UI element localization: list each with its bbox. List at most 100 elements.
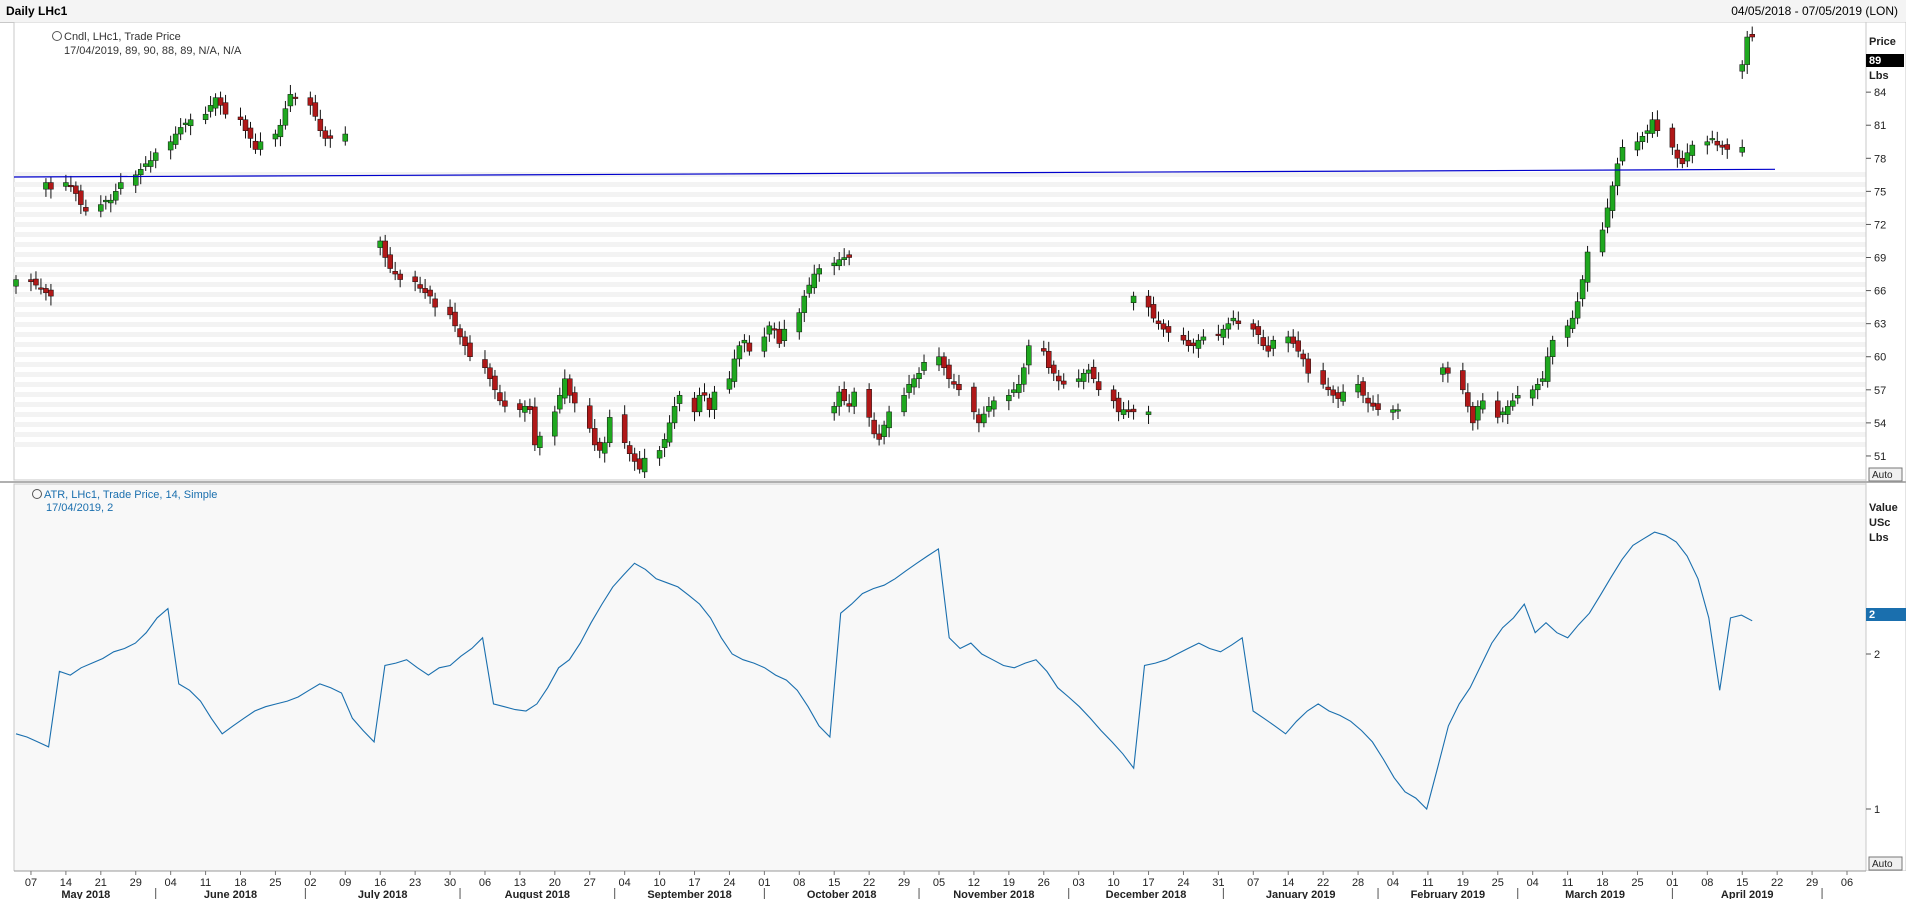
shade-band (14, 322, 1866, 327)
price-unit-label: Lbs (1869, 70, 1889, 82)
x-month-label: September 2018 (647, 889, 731, 899)
atr-legend-values: 17/04/2019, 2 (46, 502, 113, 514)
candle-body (691, 397, 698, 413)
candle-body (327, 135, 334, 139)
candle-body (68, 185, 74, 188)
x-day-label: 02 (304, 877, 316, 889)
candle-body (1739, 64, 1745, 72)
atr-auto-button[interactable] (1868, 856, 1903, 871)
candle-body (1375, 403, 1381, 410)
candle-body (1125, 409, 1132, 413)
candle-body (701, 392, 708, 396)
x-month-label: January 2019 (1266, 889, 1336, 899)
x-day-label: 28 (1352, 877, 1364, 889)
candle-body (976, 414, 982, 424)
x-day-label: 16 (374, 877, 386, 889)
shade-band (14, 222, 1866, 227)
candle-body (661, 439, 668, 448)
candle-body (956, 384, 962, 391)
candle-body (1649, 119, 1656, 134)
candle-body (881, 424, 887, 437)
candle-body (1544, 356, 1551, 382)
candle-body (731, 358, 738, 382)
shade-band (14, 392, 1866, 397)
candle-body (636, 458, 643, 470)
candle-body (1470, 406, 1476, 424)
candle-body (831, 406, 837, 414)
candle-body (736, 345, 743, 360)
candle-body (866, 389, 872, 418)
candle-body (1549, 339, 1556, 357)
price-tick-label: 51 (1874, 451, 1886, 463)
candle-body (172, 133, 179, 145)
x-day-label: 10 (1107, 877, 1119, 889)
candle-body (1195, 339, 1202, 349)
price-panel[interactable] (13, 22, 1867, 481)
candle-body (417, 284, 423, 289)
x-day-label: 24 (723, 877, 735, 889)
atr-legend: ATR, LHc1, Trade Price, 14, Simple 17/04… (32, 489, 217, 514)
candle-body (781, 328, 788, 341)
candle-body (1046, 350, 1052, 369)
candle-body (1704, 141, 1711, 146)
shade-band (14, 432, 1866, 437)
candle-body (1669, 127, 1676, 148)
candle-body (831, 262, 837, 267)
candle-body (1679, 158, 1686, 165)
candle-body (1085, 369, 1092, 374)
chart-header: Daily LHc1 04/05/2018 - 07/05/2019 (LON) (0, 0, 1906, 23)
legend-clock-icon (52, 31, 62, 41)
candle-body (1569, 317, 1576, 329)
candle-body (1325, 386, 1331, 391)
candle-body (1055, 375, 1062, 382)
x-day-label: 14 (60, 877, 72, 889)
candle-body (806, 284, 813, 294)
candle-body (537, 435, 543, 448)
candle-body (836, 259, 842, 267)
x-axis-area (0, 871, 1906, 899)
candle-body (1130, 408, 1137, 413)
price-tick-label: 84 (1874, 87, 1886, 99)
price-axis-label: Price (1869, 36, 1896, 48)
candle-body (801, 295, 808, 313)
candle-body (1330, 389, 1336, 396)
candle-body (1654, 119, 1661, 131)
price-legend-values: 17/04/2019, 89, 90, 88, 89, N/A, N/A (64, 45, 242, 57)
candle-body (1534, 384, 1541, 391)
price-auto-label: Auto (1872, 470, 1893, 481)
price-auto-button[interactable] (1868, 467, 1903, 482)
candle-body (1604, 207, 1611, 228)
candle-body (322, 130, 329, 139)
candle-body (841, 257, 847, 260)
candle-body (492, 375, 498, 391)
candle-body (811, 273, 818, 289)
candle-body (342, 133, 349, 142)
candle-body (836, 391, 842, 407)
x-day-label: 27 (584, 877, 596, 889)
atr-tick-2: 2 (1874, 649, 1880, 661)
candle-body (906, 384, 912, 393)
candle-body (696, 395, 703, 413)
candle-body (626, 445, 633, 454)
candle-body (601, 442, 608, 454)
x-day-label: 07 (25, 877, 37, 889)
atr-panel[interactable] (13, 483, 1867, 872)
chart-canvas[interactable]: 51 54 57 60 63 66 69 72 75 78 81 84 Cndl, LHc1, Tra… (0, 22, 1906, 899)
candle-body (397, 273, 403, 280)
candle-body (971, 386, 977, 413)
candle-body (1475, 406, 1481, 421)
candle-body (901, 395, 907, 413)
candle-body (951, 381, 957, 385)
candle-body (1495, 400, 1501, 418)
candle-body (432, 298, 438, 308)
candle-body (1639, 135, 1646, 143)
candle-body (457, 328, 463, 338)
candle-body (1185, 339, 1192, 346)
candle-body (726, 378, 733, 390)
candle-body (1260, 337, 1267, 346)
candle-body (1500, 411, 1506, 415)
candle-body (147, 160, 154, 167)
candle-body (1614, 163, 1621, 187)
candle-body (108, 199, 114, 204)
candle-body (1360, 381, 1366, 396)
